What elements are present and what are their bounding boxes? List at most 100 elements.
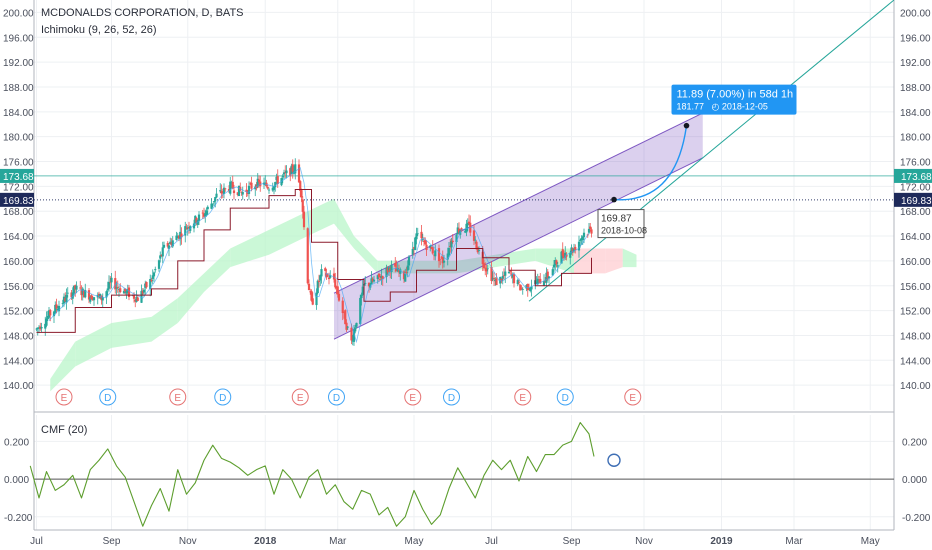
cmf-y-tick-label-right: 0.000: [902, 475, 927, 486]
candle-body: [474, 239, 477, 241]
price-level-label-left: 169.83: [3, 196, 34, 207]
candle-body: [352, 330, 356, 342]
candle-body: [162, 244, 166, 248]
candle-body: [574, 246, 577, 251]
candle-body: [467, 221, 471, 224]
candle-body: [84, 290, 87, 298]
candle-body: [152, 272, 156, 277]
candle-body: [57, 305, 61, 312]
candle-body: [389, 268, 392, 272]
y-tick-label-left: 140.00: [3, 381, 34, 392]
candle-body: [125, 291, 128, 294]
channel-fill: [334, 113, 703, 340]
candle-body: [180, 233, 183, 238]
candle-body: [169, 241, 172, 244]
candle-body: [364, 282, 367, 284]
candle-body: [535, 282, 538, 284]
candle-body: [115, 287, 118, 289]
candle-body: [117, 289, 121, 290]
y-tick-label-left: 188.00: [3, 83, 34, 94]
ichimoku-cloud-segment: [151, 298, 178, 342]
candle-body: [494, 279, 497, 282]
candle-body: [437, 248, 441, 262]
candle-body: [397, 270, 401, 273]
candle-body: [166, 242, 169, 247]
dividend-marker: [99, 388, 117, 406]
ichimoku-cloud-segment: [230, 229, 269, 268]
candle-body: [507, 271, 511, 274]
candle-body: [414, 237, 417, 251]
candle-body: [91, 298, 94, 301]
candle-body: [395, 267, 398, 272]
candle-body: [372, 279, 376, 282]
candle-body: [151, 275, 154, 279]
candle-body: [109, 281, 112, 283]
candle-body: [326, 275, 329, 277]
candle-body: [319, 275, 322, 281]
dividend-marker-label: D: [104, 393, 111, 404]
candle-body: [294, 164, 297, 174]
candle-body: [455, 234, 458, 243]
y-tick-label-right: 156.00: [900, 282, 931, 293]
candle-body: [516, 280, 519, 285]
date-price-label-box: [597, 209, 645, 239]
earnings-marker: [55, 388, 73, 406]
y-tick-label-left: 152.00: [3, 307, 34, 318]
candle-body: [579, 240, 582, 241]
candle-body: [124, 288, 127, 292]
projection-label-price: 181.77: [677, 102, 705, 112]
candle-body: [205, 210, 208, 216]
candle-body: [394, 263, 397, 267]
candle-body: [97, 293, 101, 297]
candle-body: [316, 280, 319, 294]
candle-body: [159, 255, 162, 259]
candle-body: [229, 181, 232, 194]
projection-arrow: [613, 125, 688, 201]
candle-body: [144, 283, 147, 288]
candle-body: [271, 187, 274, 191]
dividend-marker-label: D: [562, 393, 569, 404]
x-tick-label: 2019: [710, 536, 733, 547]
dividend-marker: [328, 388, 345, 406]
earnings-marker: [169, 388, 187, 406]
candle-body: [250, 182, 253, 189]
candle-body: [297, 164, 301, 183]
x-tick-label: May: [405, 536, 424, 547]
price-level-tag-right: [894, 192, 932, 207]
channel-lower-line: [333, 157, 703, 340]
candle-body: [276, 176, 279, 184]
x-tick-label: Mar: [329, 536, 347, 547]
candle-body: [240, 191, 243, 193]
earnings-marker: [624, 388, 642, 406]
candle-body: [421, 239, 424, 241]
candle-body: [89, 296, 92, 302]
candle-body: [377, 273, 381, 278]
candle-body: [281, 175, 284, 178]
candle-body: [256, 178, 259, 187]
earnings-marker-label: E: [174, 393, 181, 404]
candle-body: [430, 247, 433, 249]
candle-body: [376, 275, 379, 279]
candle-body: [282, 172, 286, 175]
candle-body: [486, 268, 489, 270]
candle-body: [289, 168, 292, 177]
dividend-marker-label: D: [333, 393, 340, 404]
candle-body: [562, 253, 566, 259]
candle-body: [490, 266, 493, 281]
kijun-sen-line: [36, 188, 592, 333]
candle-body: [75, 285, 78, 290]
candle-body: [36, 327, 39, 329]
y-tick-label-right: 148.00: [900, 331, 931, 342]
candle-body: [71, 292, 74, 299]
y-tick-label-left: 200.00: [3, 8, 34, 19]
candle-body: [332, 273, 336, 280]
candle-body: [247, 185, 251, 194]
x-tick-label: Mar: [785, 536, 803, 547]
candle-body: [367, 282, 371, 287]
candle-body: [500, 278, 503, 282]
candle-body: [475, 241, 478, 250]
candle-body: [355, 322, 358, 327]
candle-body: [230, 182, 233, 184]
